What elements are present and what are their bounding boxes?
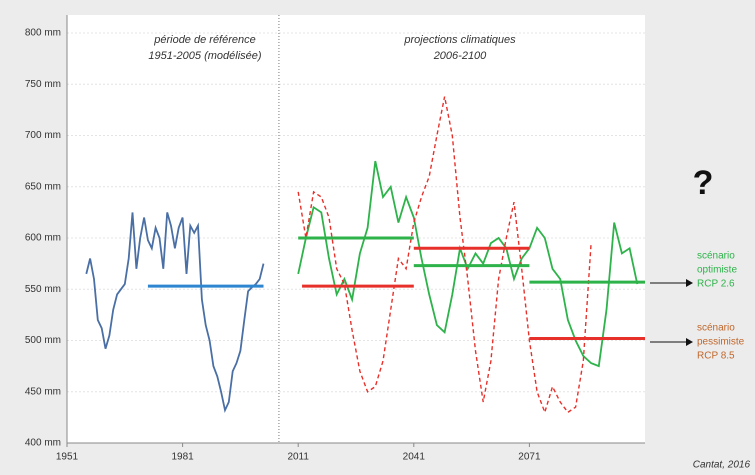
y-tick-label: 700 mm [25, 130, 61, 141]
annotation: RCP 2.6 [697, 279, 735, 290]
annotation: RCP 8.5 [697, 351, 735, 362]
x-tick-label: 2071 [518, 452, 541, 463]
annotation: 2006-2100 [433, 50, 487, 62]
annotation: optimiste [697, 265, 737, 276]
y-tick-label: 450 mm [25, 386, 61, 397]
y-tick-label: 600 mm [25, 233, 61, 244]
y-tick-label: 750 mm [25, 79, 61, 90]
annotation: scénario [697, 251, 735, 262]
series-line [297, 160, 639, 368]
x-tick-label: 2011 [287, 452, 309, 463]
x-tick-label: 1981 [171, 452, 194, 463]
x-tick-label: 1951 [56, 452, 79, 463]
y-tick-label: 800 mm [25, 28, 61, 39]
y-tick-label: 550 mm [25, 284, 61, 295]
source: Cantat, 2016 [693, 460, 751, 471]
annotation: période de référence [153, 34, 256, 46]
annotation: scénario [697, 323, 735, 334]
annotation: pessimiste [697, 337, 745, 348]
question-mark: ? [693, 164, 714, 202]
y-tick-label: 650 mm [25, 181, 61, 192]
annotation: projections climatiques [403, 34, 516, 46]
series-line [85, 212, 265, 414]
annotation: 1951-2005 (modélisée) [148, 50, 261, 62]
y-tick-label: 500 mm [25, 335, 61, 346]
series-line [297, 96, 592, 415]
plot-area [67, 15, 645, 443]
y-tick-label: 400 mm [25, 438, 61, 449]
x-tick-label: 2041 [403, 452, 426, 463]
arrow [650, 279, 693, 346]
